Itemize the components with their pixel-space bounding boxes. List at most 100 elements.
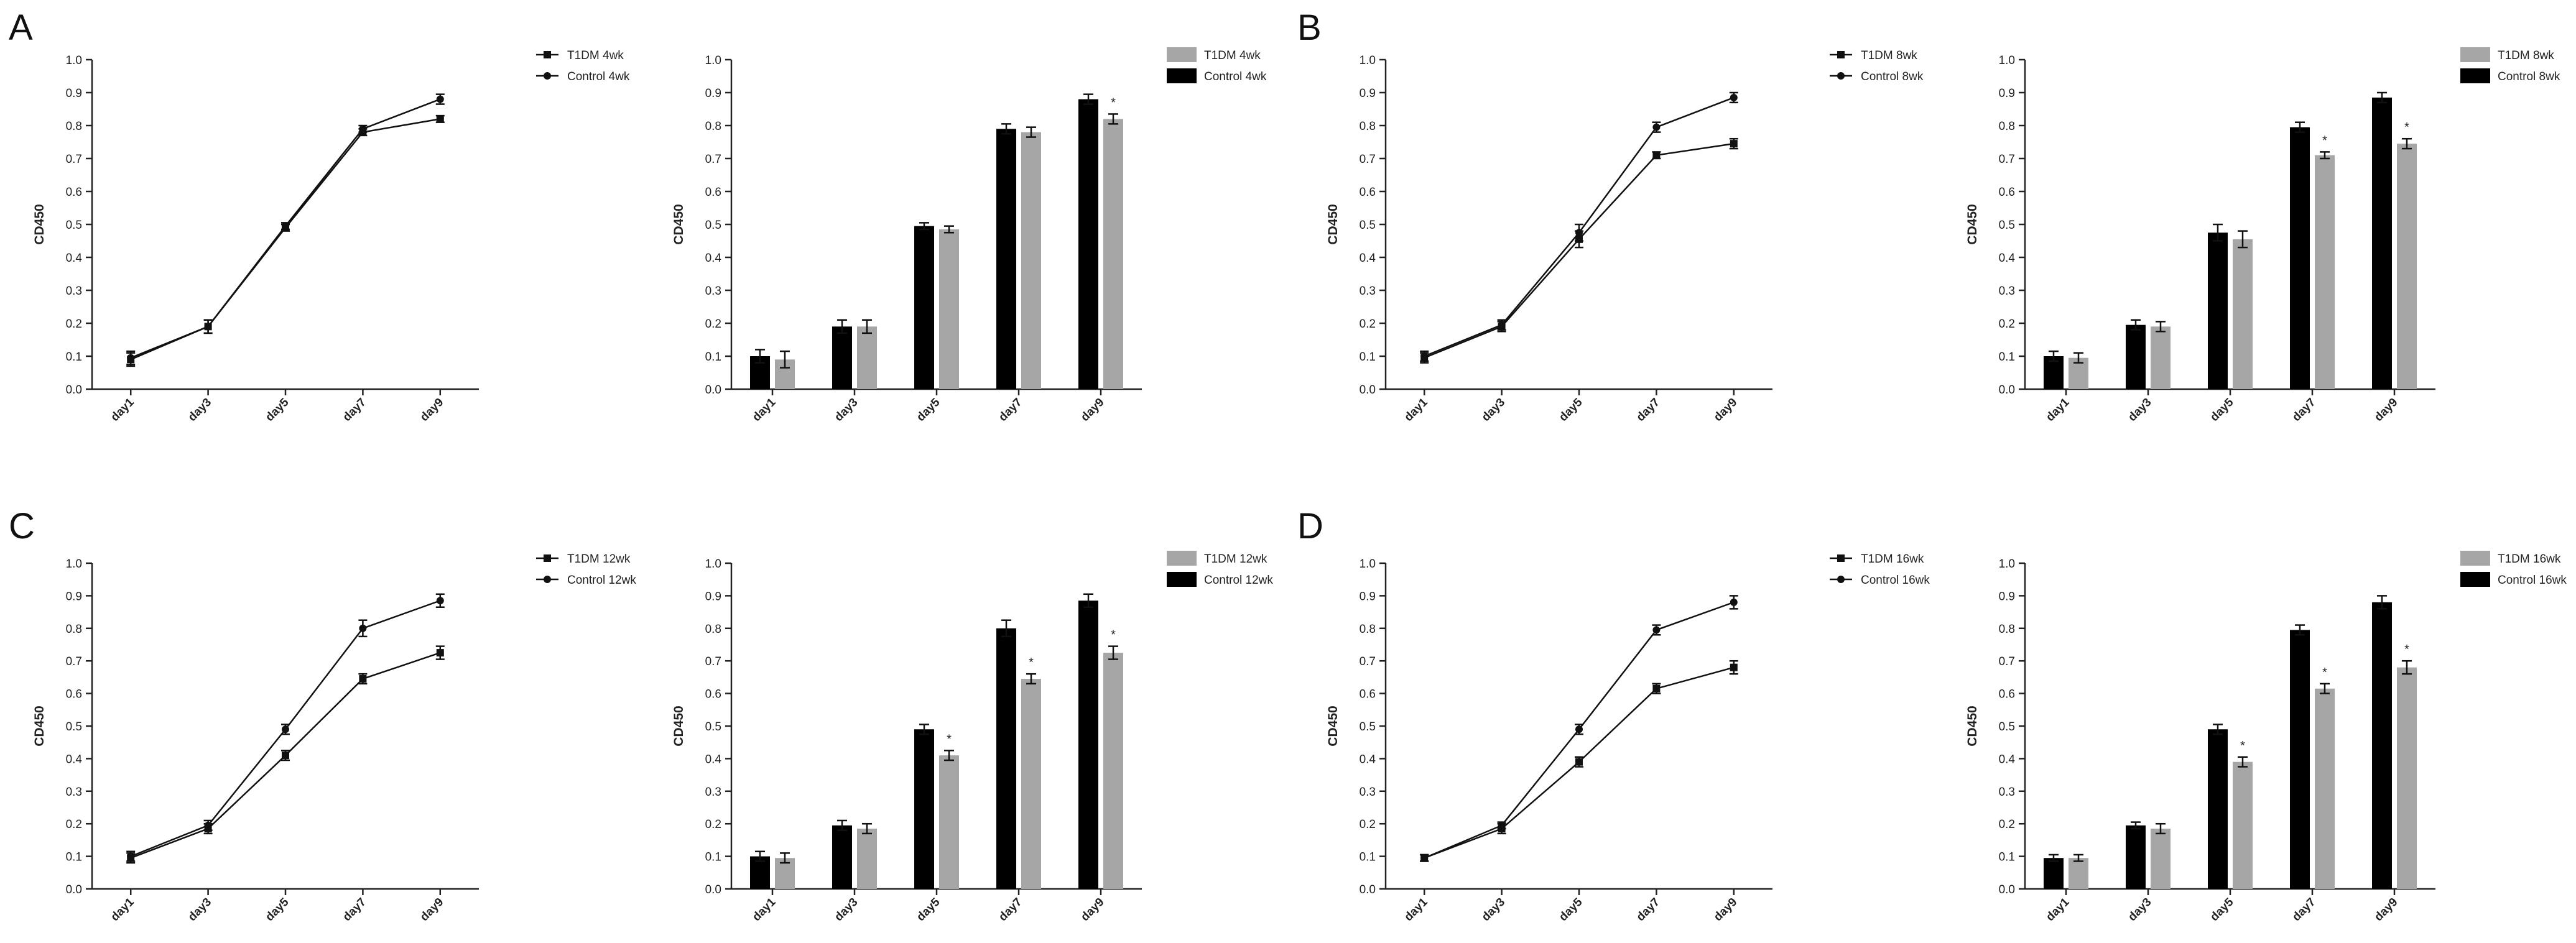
bar — [2069, 858, 2088, 889]
y-tick-label: 0.2 — [66, 318, 82, 331]
data-point-circle — [1498, 821, 1506, 829]
y-tick-label: 0.1 — [66, 351, 82, 364]
y-tick-label: 0.9 — [1999, 87, 2015, 100]
y-tick-label: 0.9 — [1999, 590, 2015, 603]
legend-label: T1DM 4wk — [1204, 49, 1261, 62]
y-tick-label: 0.7 — [1999, 655, 2015, 668]
y-tick-label: 0.0 — [66, 384, 82, 397]
y-tick-label: 0.4 — [705, 753, 722, 766]
y-tick-label: 0.0 — [1999, 883, 2015, 896]
y-tick-label: 0.1 — [1999, 851, 2015, 864]
significance-marker: * — [2322, 134, 2327, 147]
bar — [2397, 144, 2417, 389]
bar — [1078, 600, 1098, 889]
series-line — [1424, 142, 1734, 359]
bar — [914, 729, 934, 889]
legend-label: Control 12wk — [567, 574, 636, 587]
y-tick-label: 1.0 — [66, 54, 82, 67]
y-tick-label: 1.0 — [1999, 54, 2015, 67]
y-tick-label: 0.5 — [1360, 720, 1376, 734]
y-tick-label: 0.7 — [1360, 153, 1376, 166]
legend-label: Control 8wk — [1861, 70, 1924, 83]
x-tick-label: day5 — [263, 895, 292, 924]
panel-letter-d: D — [1297, 506, 1323, 546]
legend-swatch — [1167, 572, 1197, 587]
legend-label: Control 8wk — [2498, 70, 2560, 83]
y-tick-label: 0.2 — [705, 318, 721, 331]
y-tick-label: 1.0 — [66, 558, 82, 571]
x-tick-label: day9 — [418, 396, 446, 424]
y-tick-label: 0.3 — [1360, 285, 1376, 298]
bar — [939, 755, 959, 889]
legend-label: T1DM 8wk — [1861, 49, 1917, 62]
x-tick-label: day5 — [914, 895, 943, 924]
x-tick-label: day1 — [2044, 395, 2072, 424]
y-tick-label: 0.8 — [1999, 120, 2015, 133]
legend-label: T1DM 4wk — [567, 49, 624, 62]
legend-swatch — [1167, 551, 1197, 566]
x-tick-label: day3 — [1480, 896, 1508, 924]
y-tick-label: 0.5 — [705, 720, 721, 734]
y-tick-label: 0.9 — [66, 87, 82, 100]
data-point-square — [1575, 758, 1583, 766]
y-axis-title: CD450 — [672, 204, 686, 244]
significance-marker: * — [1029, 656, 1034, 669]
data-point-circle — [1420, 352, 1429, 360]
legend-label: T1DM 12wk — [567, 553, 631, 566]
x-tick-label: day1 — [750, 395, 779, 424]
y-tick-label: 0.3 — [705, 285, 721, 298]
data-point-circle — [1575, 229, 1583, 237]
y-tick-label: 1.0 — [1999, 558, 2015, 571]
y-tick-label: 0.7 — [1999, 153, 2015, 166]
data-point-circle — [282, 222, 289, 230]
x-tick-label: day7 — [1634, 896, 1662, 924]
x-tick-label: day1 — [108, 895, 137, 924]
significance-marker: * — [1111, 628, 1116, 642]
data-point-circle — [1575, 725, 1583, 734]
y-tick-label: 0.8 — [1360, 120, 1376, 133]
x-tick-label: day9 — [418, 896, 446, 924]
y-tick-label: 0.4 — [1360, 753, 1376, 766]
y-tick-label: 0.3 — [705, 786, 721, 799]
y-tick-label: 0.0 — [705, 384, 721, 397]
chart-a-bar: 0.0 0.1 0.2 0.3 0.4 0.5 0.6 0.7 0.8 0.9 1.0 CD450 da… — [672, 47, 1267, 424]
x-tick-label: day5 — [914, 395, 943, 424]
x-tick-label: day3 — [1480, 396, 1508, 424]
bar — [2233, 239, 2253, 389]
data-point-square — [1652, 684, 1661, 692]
y-tick-label: 0.8 — [705, 120, 721, 133]
data-point-square — [436, 115, 444, 123]
x-tick-label: day9 — [1712, 896, 1740, 924]
y-tick-label: 0.5 — [1999, 720, 2015, 734]
bar — [832, 326, 852, 389]
bar — [2233, 761, 2253, 889]
x-tick-label: day1 — [750, 895, 779, 924]
legend-label: Control 16wk — [2498, 574, 2567, 587]
y-tick-label: 0.1 — [1360, 851, 1376, 864]
x-tick-label: day9 — [1078, 396, 1106, 424]
y-tick-label: 0.2 — [1999, 318, 2015, 331]
legend-swatch — [2460, 551, 2490, 566]
legend-swatch — [2460, 47, 2490, 62]
legend-label: Control 12wk — [1204, 574, 1273, 587]
x-tick-label: day3 — [832, 396, 860, 424]
y-tick-label: 0.0 — [705, 883, 721, 896]
x-tick-label: day9 — [1078, 896, 1106, 924]
data-point-circle — [1498, 321, 1506, 329]
y-tick-label: 0.8 — [66, 120, 82, 133]
y-tick-label: 0.5 — [705, 219, 721, 232]
chart-d-bar: 0.0 0.1 0.2 0.3 0.4 0.5 0.6 0.7 0.8 0.9 1.0 CD450 da… — [1965, 551, 2567, 924]
y-tick-label: 0.5 — [1999, 219, 2015, 232]
y-tick-label: 0.9 — [66, 590, 82, 603]
data-point-circle — [1730, 93, 1738, 101]
chart-a-line: 0.0 0.1 0.2 0.3 0.4 0.5 0.6 0.7 0.8 0.9 1.0 CD450 da… — [32, 49, 630, 424]
y-axis-title: CD450 — [1965, 706, 1980, 746]
significance-marker: * — [2404, 643, 2409, 656]
panel-letter-c: C — [9, 506, 35, 546]
y-tick-label: 0.5 — [66, 219, 82, 232]
significance-marker: * — [947, 732, 952, 746]
x-tick-label: day5 — [263, 395, 292, 424]
chart-c-bar: 0.0 0.1 0.2 0.3 0.4 0.5 0.6 0.7 0.8 0.9 1.0 CD450 da… — [672, 551, 1273, 924]
y-tick-label: 0.1 — [1999, 351, 2015, 364]
y-tick-label: 0.6 — [705, 186, 721, 199]
